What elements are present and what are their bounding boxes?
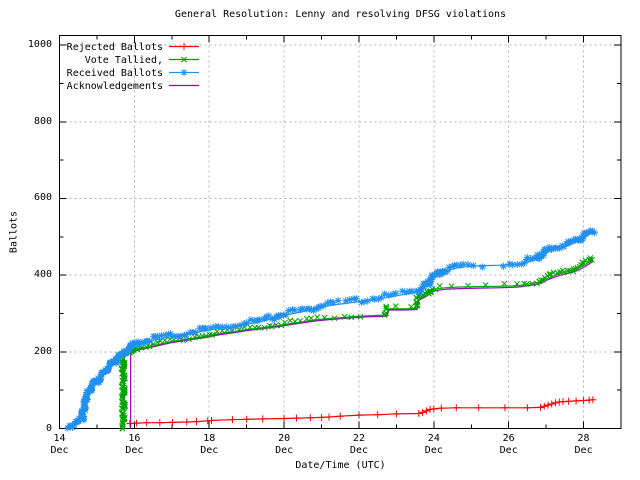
legend-line-sample-icon <box>169 67 199 81</box>
y-tick-label: 400 <box>33 269 52 281</box>
legend-item-acknowledgements: Acknowledgements <box>63 80 199 93</box>
y-tick-label: 600 <box>33 192 52 204</box>
x-tick-label: 14 Dec <box>50 433 69 456</box>
x-tick-label: 24 Dec <box>424 433 443 456</box>
legend-label: Received Ballots <box>66 68 163 79</box>
y-tick-label: 800 <box>33 115 52 127</box>
legend-item-rejected-ballots: Rejected Ballots <box>63 41 199 54</box>
x-axis-title: Date/Time (UTC) <box>295 460 386 471</box>
legend-item-received-ballots: Received Ballots <box>63 67 199 80</box>
x-tick-label: 28 Dec <box>574 433 593 456</box>
y-tick-label: 0 <box>45 422 52 434</box>
legend-line-sample-icon <box>169 54 199 68</box>
legend: Rejected Ballots Vote Tallied, Received … <box>63 41 199 93</box>
y-tick-label: 200 <box>33 345 52 357</box>
x-tick-label: 18 Dec <box>200 433 219 456</box>
x-tick-label: 22 Dec <box>349 433 368 456</box>
x-tick-label: 26 Dec <box>499 433 518 456</box>
y-tick-label: 1000 <box>27 39 52 51</box>
legend-line-sample-icon <box>169 80 199 94</box>
legend-label: Acknowledgements <box>66 81 163 92</box>
x-tick-label: 16 Dec <box>125 433 144 456</box>
legend-label: Rejected Ballots <box>66 42 163 53</box>
x-tick-label: 20 Dec <box>275 433 294 456</box>
legend-item-vote-tallied: Vote Tallied, <box>63 54 199 67</box>
legend-line-sample-icon <box>169 41 199 55</box>
legend-label: Vote Tallied, <box>84 55 163 66</box>
chart-title: General Resolution: Lenny and resolving … <box>174 9 507 20</box>
